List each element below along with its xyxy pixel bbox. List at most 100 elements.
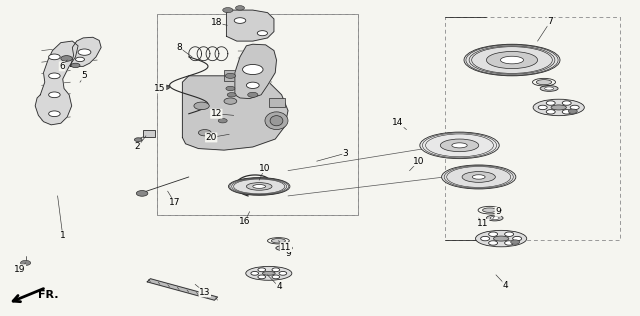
Circle shape xyxy=(49,92,60,98)
Circle shape xyxy=(511,240,520,244)
Text: 5: 5 xyxy=(82,71,87,80)
Text: 4: 4 xyxy=(503,281,508,289)
Circle shape xyxy=(258,275,266,279)
Ellipse shape xyxy=(420,132,499,159)
Ellipse shape xyxy=(271,239,285,243)
Bar xyxy=(157,14,358,215)
Text: 14: 14 xyxy=(392,118,404,127)
Text: 11: 11 xyxy=(477,219,489,228)
Circle shape xyxy=(279,271,287,275)
Circle shape xyxy=(224,98,237,104)
Circle shape xyxy=(251,271,259,275)
Ellipse shape xyxy=(493,236,509,241)
Text: 13: 13 xyxy=(199,288,211,297)
Text: 2: 2 xyxy=(135,143,140,151)
Circle shape xyxy=(489,232,498,236)
Text: 6: 6 xyxy=(60,62,65,71)
Circle shape xyxy=(136,191,148,196)
Circle shape xyxy=(61,56,72,61)
Text: 9: 9 xyxy=(495,207,500,216)
Text: 18: 18 xyxy=(211,18,222,27)
Polygon shape xyxy=(35,41,78,125)
Text: 7: 7 xyxy=(548,17,553,26)
Circle shape xyxy=(481,236,490,241)
Ellipse shape xyxy=(536,80,552,85)
Text: 10: 10 xyxy=(259,164,271,173)
Text: 19: 19 xyxy=(14,265,26,274)
Circle shape xyxy=(538,105,547,110)
Ellipse shape xyxy=(228,178,290,195)
Text: 10: 10 xyxy=(413,157,424,166)
Text: 16: 16 xyxy=(239,217,250,226)
Ellipse shape xyxy=(486,215,503,221)
Circle shape xyxy=(194,102,209,110)
Bar xyxy=(269,98,285,107)
Circle shape xyxy=(76,57,84,62)
Ellipse shape xyxy=(262,271,275,275)
Ellipse shape xyxy=(476,230,527,247)
Circle shape xyxy=(248,92,258,97)
Text: 17: 17 xyxy=(169,198,180,207)
Circle shape xyxy=(257,31,268,36)
Circle shape xyxy=(570,105,579,110)
Circle shape xyxy=(223,8,233,13)
Circle shape xyxy=(513,236,522,241)
Circle shape xyxy=(258,268,266,272)
Circle shape xyxy=(504,241,514,245)
Circle shape xyxy=(134,138,142,142)
Ellipse shape xyxy=(270,116,283,126)
Text: 11: 11 xyxy=(280,243,292,252)
Circle shape xyxy=(563,110,572,114)
Ellipse shape xyxy=(472,175,485,179)
Circle shape xyxy=(489,241,498,245)
Circle shape xyxy=(49,111,60,117)
Circle shape xyxy=(71,63,80,68)
Ellipse shape xyxy=(246,266,292,280)
Text: 12: 12 xyxy=(211,109,222,118)
Ellipse shape xyxy=(280,247,289,249)
Circle shape xyxy=(49,73,60,79)
Text: FR.: FR. xyxy=(38,289,59,300)
Ellipse shape xyxy=(500,56,524,64)
Ellipse shape xyxy=(452,143,467,148)
Ellipse shape xyxy=(462,172,495,182)
Ellipse shape xyxy=(533,99,584,116)
Ellipse shape xyxy=(490,216,499,220)
Circle shape xyxy=(547,101,556,105)
Bar xyxy=(143,130,155,137)
Circle shape xyxy=(563,101,572,105)
Circle shape xyxy=(49,54,60,60)
Ellipse shape xyxy=(276,246,292,251)
Polygon shape xyxy=(70,37,101,66)
Bar xyxy=(224,70,250,81)
Text: 15: 15 xyxy=(154,84,166,93)
Text: 4: 4 xyxy=(276,283,282,291)
Text: 8: 8 xyxy=(177,43,182,52)
Text: 1: 1 xyxy=(60,231,65,240)
Bar xyxy=(157,14,358,215)
Ellipse shape xyxy=(265,112,288,130)
Circle shape xyxy=(272,275,280,279)
Text: 9: 9 xyxy=(285,249,291,258)
Circle shape xyxy=(568,109,577,113)
Ellipse shape xyxy=(545,87,554,90)
Ellipse shape xyxy=(464,44,560,76)
Polygon shape xyxy=(227,10,274,41)
Circle shape xyxy=(243,64,263,75)
Bar xyxy=(445,17,620,240)
Circle shape xyxy=(227,93,236,97)
Circle shape xyxy=(198,130,211,136)
Ellipse shape xyxy=(486,52,538,69)
Text: 20: 20 xyxy=(205,133,217,142)
Bar xyxy=(266,117,280,125)
Circle shape xyxy=(226,86,235,91)
Polygon shape xyxy=(147,279,218,300)
Circle shape xyxy=(547,110,556,114)
Circle shape xyxy=(20,260,31,265)
Circle shape xyxy=(236,6,244,10)
Circle shape xyxy=(234,18,246,23)
Circle shape xyxy=(504,232,514,236)
Ellipse shape xyxy=(483,208,497,212)
Circle shape xyxy=(272,268,280,272)
Ellipse shape xyxy=(246,183,272,190)
